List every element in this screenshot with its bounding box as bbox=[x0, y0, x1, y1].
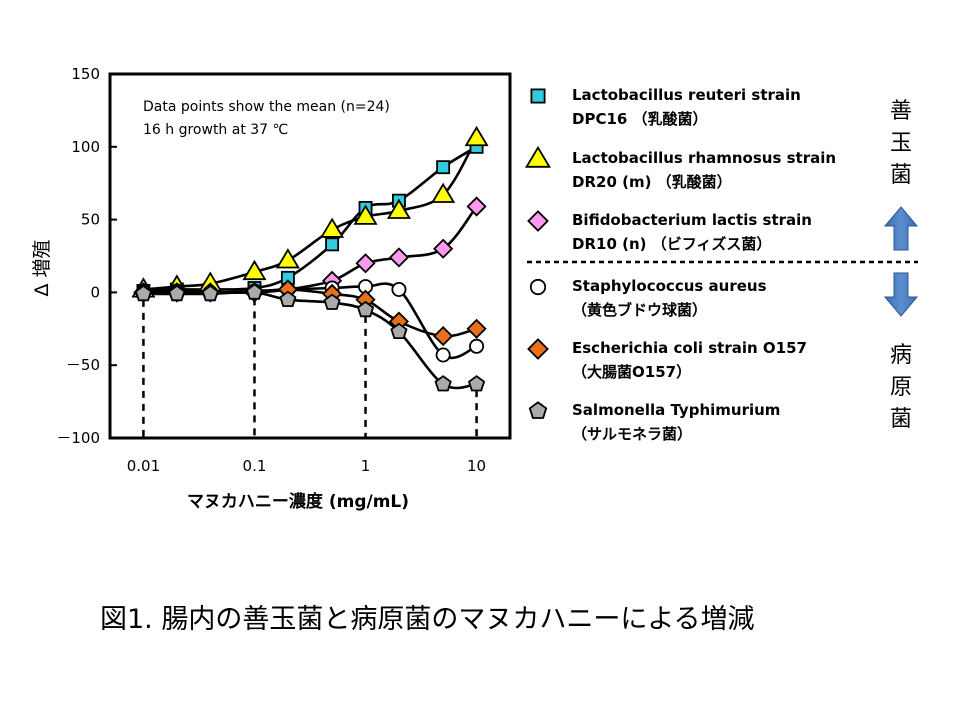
annotation-growth: 16 h growth at 37 ℃ bbox=[143, 122, 288, 138]
annotation-mean: Data points show the mean (n=24) bbox=[143, 99, 390, 115]
data-point-5-7 bbox=[390, 322, 408, 340]
legend-label-1: Lactobacillus rhamnosus strain bbox=[572, 149, 836, 167]
legend-marker-1 bbox=[525, 145, 551, 168]
series-markers bbox=[131, 125, 489, 392]
data-point-4-9 bbox=[466, 318, 487, 339]
legend-marker-3 bbox=[529, 278, 547, 296]
legend-label-2: Bifidobacterium lactis strain bbox=[572, 211, 812, 229]
y-tick-label: －50 bbox=[66, 356, 100, 374]
series-line-4 bbox=[143, 288, 477, 338]
series-line-5 bbox=[143, 290, 477, 390]
data-point-5-9 bbox=[467, 375, 486, 392]
data-point-2-9 bbox=[466, 196, 487, 217]
up-arrow-icon bbox=[883, 206, 919, 251]
legend: Lactobacillus reuteri strain DPC16 （乳酸菌） L… bbox=[525, 86, 836, 443]
data-point-3-7 bbox=[391, 281, 407, 297]
data-point-0-5 bbox=[325, 237, 340, 252]
plot-frame bbox=[108, 72, 512, 440]
legend-marker-2 bbox=[527, 210, 549, 232]
y-axis-label: Δ 増殖 bbox=[31, 239, 53, 296]
figure-caption: 図1. 腸内の善玉菌と病原菌のマヌカハニーによる増減 bbox=[100, 604, 755, 635]
series-lines bbox=[143, 137, 478, 390]
series-line-2 bbox=[143, 205, 478, 294]
data-point-5-4 bbox=[279, 290, 297, 308]
data-point-4-8 bbox=[433, 326, 454, 347]
data-point-0-8 bbox=[436, 160, 451, 175]
data-point-1-6 bbox=[353, 204, 378, 225]
data-point-3-8 bbox=[435, 347, 451, 363]
legend-marker-5 bbox=[528, 401, 548, 419]
x-tick-label: 0.1 bbox=[243, 457, 267, 475]
data-point-1-4 bbox=[275, 248, 300, 269]
x-tick-label: 0.01 bbox=[127, 457, 160, 475]
data-point-5-2 bbox=[201, 284, 219, 302]
legend-label-5: Salmonella Typhimurium bbox=[572, 401, 780, 419]
legend-sublabel-1: DR20 (m) （乳酸菌） bbox=[572, 173, 732, 191]
x-tick-label: 10 bbox=[467, 457, 486, 475]
data-point-5-6 bbox=[356, 300, 375, 318]
x-tick-label: 1 bbox=[361, 457, 371, 475]
legend-marker-4 bbox=[527, 338, 549, 360]
legend-sublabel-3: （黄色ブドウ球菌） bbox=[572, 301, 707, 319]
data-point-5-8 bbox=[434, 375, 452, 392]
data-point-1-7 bbox=[386, 198, 411, 219]
y-tick-label: 0 bbox=[90, 283, 100, 301]
y-tick-label: －100 bbox=[56, 429, 100, 447]
series-line-1 bbox=[143, 137, 478, 291]
y-tick-label: 50 bbox=[81, 211, 100, 229]
x-axis-label: マヌカハニー濃度 (mg/mL) bbox=[187, 491, 409, 512]
y-axis: 150 100 50 0 －50 －100 bbox=[56, 65, 117, 447]
legend-sublabel-4: （大腸菌O157） bbox=[572, 363, 691, 381]
data-point-5-0 bbox=[134, 284, 153, 302]
data-point-5-1 bbox=[168, 284, 186, 302]
y-tick-label: 100 bbox=[71, 138, 100, 156]
series-line-0 bbox=[143, 145, 478, 293]
pathogen-label: 病原菌 bbox=[890, 343, 912, 432]
data-point-1-5 bbox=[320, 217, 345, 238]
y-tick-label: 150 bbox=[71, 65, 100, 83]
legend-sublabel-0: DPC16 （乳酸菌） bbox=[572, 110, 708, 128]
data-point-2-7 bbox=[388, 247, 410, 268]
data-point-5-5 bbox=[323, 293, 341, 310]
legend-sublabel-2: DR10 (n) （ビフィズス菌） bbox=[572, 235, 771, 253]
down-arrow-icon bbox=[883, 272, 919, 317]
x-axis: 0.01 0.1 1 10 bbox=[127, 457, 486, 475]
legend-label-3: Staphylococcus aureus bbox=[572, 277, 767, 295]
data-point-5-3 bbox=[245, 283, 264, 300]
legend-marker-0 bbox=[530, 88, 546, 104]
data-point-2-8 bbox=[433, 238, 454, 259]
legend-sublabel-5: （サルモネラ菌） bbox=[572, 425, 692, 443]
data-point-1-8 bbox=[431, 182, 456, 203]
data-point-2-6 bbox=[355, 253, 376, 274]
good-bacteria-label: 善玉菌 bbox=[890, 99, 912, 188]
data-point-3-9 bbox=[469, 338, 485, 354]
legend-label-4: Escherichia coli strain O157 bbox=[572, 339, 807, 357]
data-point-1-3 bbox=[242, 259, 267, 281]
data-point-1-9 bbox=[464, 125, 489, 147]
legend-label-0: Lactobacillus reuteri strain bbox=[572, 86, 801, 104]
guide-lines bbox=[142, 298, 478, 438]
